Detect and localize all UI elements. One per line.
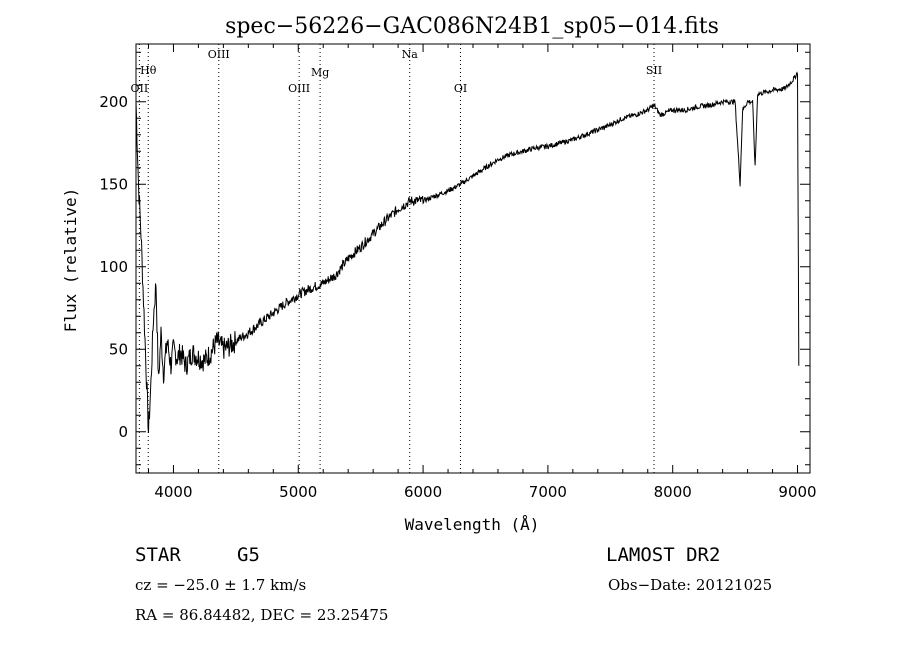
redshift-text: cz = −25.0 ± 1.7 km/s <box>135 576 306 594</box>
x-tick-label: 4000 <box>154 483 192 501</box>
survey-name: LAMOST DR2 <box>606 544 720 566</box>
spectral-line-label: SII <box>646 64 662 77</box>
spectral-line-label: Na <box>402 48 419 61</box>
y-tick-label: 0 <box>118 423 128 441</box>
y-tick-label: 200 <box>99 93 128 111</box>
object-subclass: G5 <box>237 544 260 566</box>
x-tick-label: 6000 <box>404 483 442 501</box>
plot-frame <box>135 43 811 474</box>
object-class: STAR <box>135 544 181 566</box>
y-tick-label: 100 <box>99 258 128 276</box>
chart-title: spec−56226−GAC086N24B1_sp05−014.fits <box>225 14 719 39</box>
y-tick-label: 150 <box>99 175 128 193</box>
spectral-line-label: OIII <box>208 48 230 61</box>
x-tick-label: 5000 <box>279 483 317 501</box>
spectral-line-label: Mg <box>311 66 329 79</box>
spectral-line-label: OII <box>131 82 149 95</box>
y-tick-label: 50 <box>109 340 128 358</box>
spectral-line-label: OIII <box>288 82 310 95</box>
spectral-line-label: Hθ <box>140 64 157 77</box>
y-axis-label: Flux (relative) <box>61 188 80 333</box>
x-tick-label: 8000 <box>654 483 692 501</box>
x-tick-label: 7000 <box>529 483 567 501</box>
x-axis-label: Wavelength (Å) <box>405 515 540 534</box>
obs-date-text: Obs−Date: 20121025 <box>608 576 772 594</box>
coordinates-text: RA = 86.84482, DEC = 23.25475 <box>135 606 388 624</box>
spectrum-line <box>135 71 800 434</box>
spectral-line-label: OI <box>454 82 467 95</box>
x-tick-label: 9000 <box>778 483 816 501</box>
